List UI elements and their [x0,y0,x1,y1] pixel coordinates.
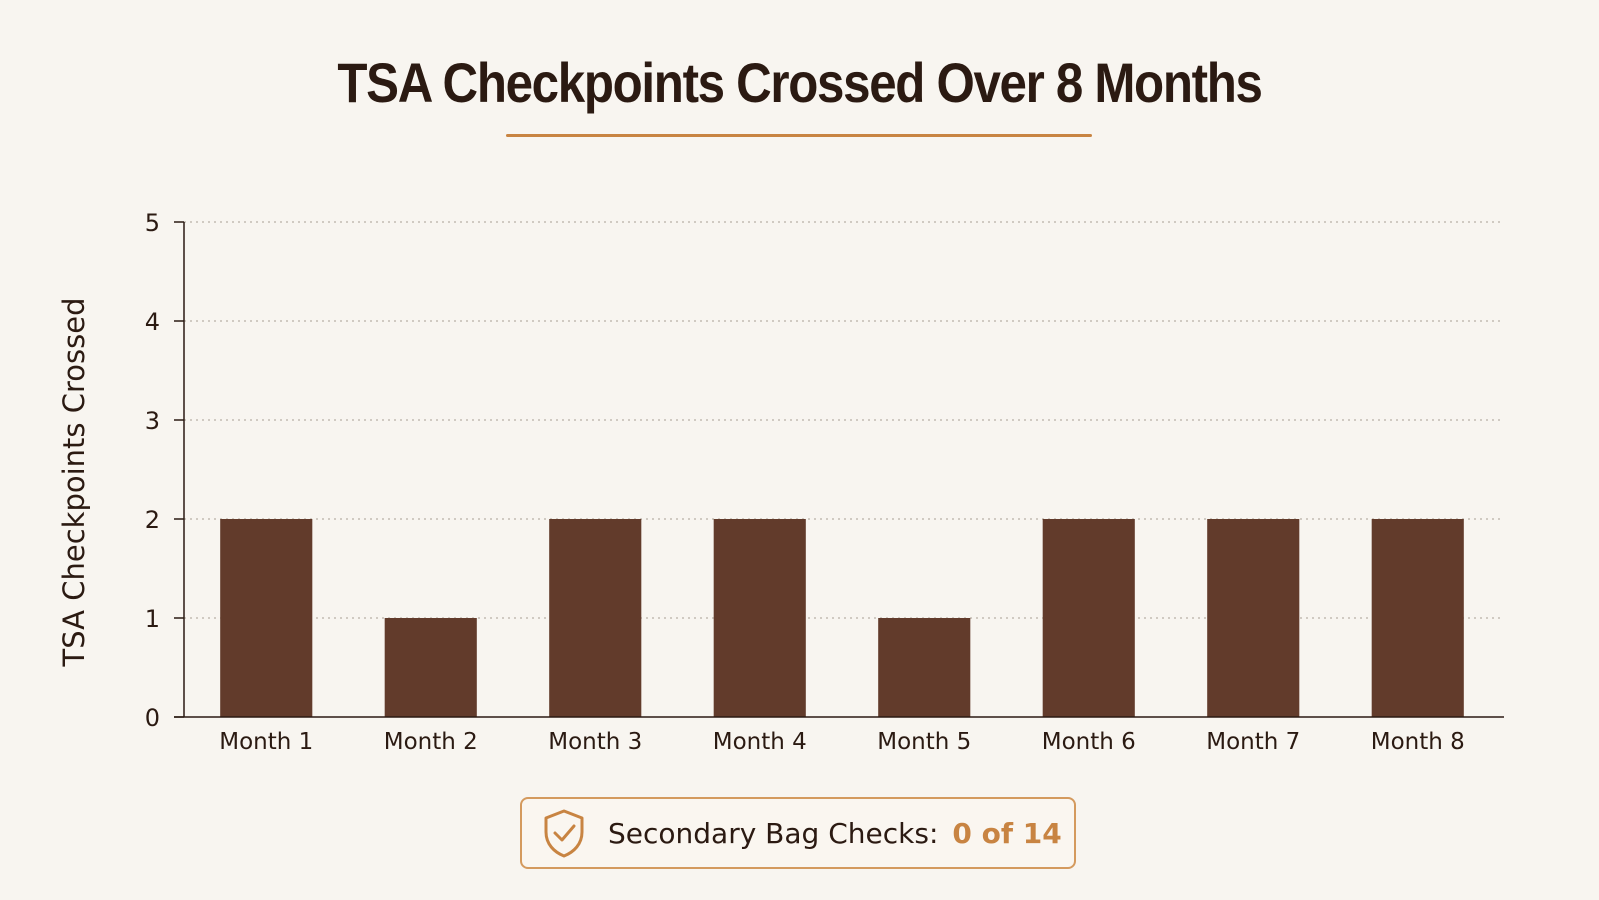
bar [220,519,313,717]
x-tick-label: Month 2 [384,729,478,755]
bar [1207,519,1300,717]
shield-check-icon [544,809,584,858]
axes [174,221,1504,718]
bar [1371,519,1464,717]
title-underline [506,134,1092,137]
y-tick-labels: 0 1 2 3 4 5 [145,209,160,732]
bar [384,618,477,717]
y-tick-label: 4 [145,308,160,336]
bar [713,519,806,717]
x-tick-label: Month 1 [219,729,313,755]
x-tick-label: Month 7 [1206,729,1300,755]
bars [220,519,1464,717]
y-tick-label: 0 [145,704,160,732]
callout-label: Secondary Bag Checks: [608,816,939,850]
bar [549,519,642,717]
callout-value: 0 of 14 [952,816,1062,850]
bar [1042,519,1135,717]
x-tick-labels: Month 1 Month 2 Month 3 Month 4 Month 5 Month… [219,729,1465,755]
y-tick-label: 5 [145,209,160,237]
y-axis-label: TSA Checkpoints Crossed [57,298,91,668]
chart-title: TSA Checkpoints Crossed Over 8 Months [337,51,1262,114]
x-tick-label: Month 5 [877,729,971,755]
grid-lines [184,221,1500,619]
x-tick-label: Month 8 [1371,729,1465,755]
x-tick-label: Month 6 [1042,729,1136,755]
x-tick-label: Month 4 [713,729,807,755]
bar [878,618,971,717]
y-tick-label: 1 [145,605,160,633]
y-tick-label: 2 [145,506,160,534]
secondary-bag-checks-callout: Secondary Bag Checks: 0 of 14 [520,797,1076,869]
x-tick-label: Month 3 [548,729,642,755]
y-tick-label: 3 [145,407,160,435]
